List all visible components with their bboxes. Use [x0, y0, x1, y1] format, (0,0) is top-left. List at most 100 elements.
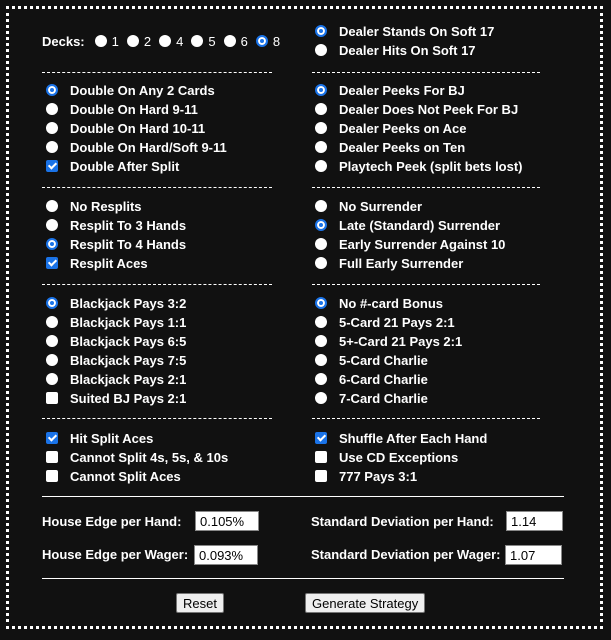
option-full-early-surrender[interactable]: Full Early Surrender	[315, 254, 463, 272]
option-no-surrender[interactable]: No Surrender	[315, 197, 422, 215]
radio-button[interactable]	[315, 392, 327, 404]
option-dealer-stands-on-soft-17[interactable]: Dealer Stands On Soft 17	[315, 22, 494, 40]
option-double-on-hard-soft-9-11[interactable]: Double On Hard/Soft 9-11	[46, 138, 227, 156]
radio-button[interactable]	[46, 297, 58, 309]
radio-button[interactable]	[315, 160, 327, 172]
radio-button[interactable]	[315, 200, 327, 212]
radio-button[interactable]	[46, 219, 58, 231]
option-double-on-hard-9-11[interactable]: Double On Hard 9-11	[46, 100, 198, 118]
option-blackjack-pays-1-1[interactable]: Blackjack Pays 1:1	[46, 313, 186, 331]
radio-button[interactable]	[315, 335, 327, 347]
option-double-on-any-2-cards[interactable]: Double On Any 2 Cards	[46, 81, 215, 99]
reset-button[interactable]: Reset	[176, 593, 224, 613]
option-playtech-peek-split-bets-lost[interactable]: Playtech Peek (split bets lost)	[315, 157, 523, 175]
radio-button[interactable]	[46, 141, 58, 153]
option-5-card-21-pays-2-1[interactable]: 5-Card 21 Pays 2:1	[315, 313, 455, 331]
option-cannot-split-aces[interactable]: Cannot Split Aces	[46, 467, 181, 485]
option-blackjack-pays-2-1[interactable]: Blackjack Pays 2:1	[46, 370, 186, 388]
radio-button[interactable]	[315, 122, 327, 134]
house-edge-wager-field[interactable]	[194, 545, 258, 565]
option-cannot-split-4s-5s-10s[interactable]: Cannot Split 4s, 5s, & 10s	[46, 448, 228, 466]
radio-button[interactable]	[46, 84, 58, 96]
option-resplit-to-4-hands[interactable]: Resplit To 4 Hands	[46, 235, 186, 253]
option-blackjack-pays-3-2[interactable]: Blackjack Pays 3:2	[46, 294, 186, 312]
checkbox[interactable]	[315, 451, 327, 463]
generate-strategy-button[interactable]: Generate Strategy	[305, 593, 426, 613]
option-double-after-split[interactable]: Double After Split	[46, 157, 179, 175]
radio-button[interactable]	[315, 297, 327, 309]
radio-button[interactable]	[315, 103, 327, 115]
option-label: Dealer Does Not Peek For BJ	[339, 101, 519, 117]
radio-button[interactable]	[315, 316, 327, 328]
option-6-card-charlie[interactable]: 6-Card Charlie	[315, 370, 428, 388]
option-777-pays-3-1[interactable]: 777 Pays 3:1	[315, 467, 417, 485]
option-dealer-peeks-on-ace[interactable]: Dealer Peeks on Ace	[315, 119, 466, 137]
option-label: Double After Split	[70, 158, 180, 174]
divider	[42, 578, 564, 579]
radio-button[interactable]	[46, 238, 58, 250]
option-blackjack-pays-7-5[interactable]: Blackjack Pays 7:5	[46, 351, 186, 369]
radio-button[interactable]	[315, 219, 327, 231]
radio-button[interactable]	[315, 354, 327, 366]
deck-option-4[interactable]: 4	[151, 34, 183, 49]
checkbox[interactable]	[46, 257, 58, 269]
std-dev-hand-field[interactable]	[506, 511, 563, 531]
checkbox[interactable]	[46, 392, 58, 404]
deck-option-2[interactable]: 2	[119, 34, 151, 49]
option-dealer-peeks-for-bj[interactable]: Dealer Peeks For BJ	[315, 81, 465, 99]
std-dev-wager-field[interactable]	[505, 545, 562, 565]
checkbox[interactable]	[46, 451, 58, 463]
checkbox[interactable]	[315, 470, 327, 482]
radio-button[interactable]	[315, 84, 327, 96]
checkbox[interactable]	[46, 432, 58, 444]
checkbox[interactable]	[46, 160, 58, 172]
radio-button[interactable]	[159, 35, 172, 47]
deck-option-label: 2	[143, 33, 152, 49]
option-dealer-hits-on-soft-17[interactable]: Dealer Hits On Soft 17	[315, 41, 476, 59]
radio-button[interactable]	[46, 354, 58, 366]
option-dealer-peeks-on-ten[interactable]: Dealer Peeks on Ten	[315, 138, 465, 156]
checkbox[interactable]	[46, 470, 58, 482]
radio-button[interactable]	[46, 103, 58, 115]
radio-button[interactable]	[46, 335, 58, 347]
option-blackjack-pays-6-5[interactable]: Blackjack Pays 6:5	[46, 332, 186, 350]
radio-button[interactable]	[315, 238, 327, 250]
option-7-card-charlie[interactable]: 7-Card Charlie	[315, 389, 428, 407]
option-late-standard-surrender[interactable]: Late (Standard) Surrender	[315, 216, 500, 234]
radio-button[interactable]	[315, 373, 327, 385]
radio-button[interactable]	[315, 25, 327, 37]
radio-button[interactable]	[46, 373, 58, 385]
radio-button[interactable]	[126, 35, 139, 47]
radio-button[interactable]	[223, 35, 236, 47]
option-label: Resplit Aces	[70, 255, 148, 271]
option-shuffle-after-each-hand[interactable]: Shuffle After Each Hand	[315, 429, 487, 447]
radio-button[interactable]	[191, 35, 204, 47]
deck-option-5[interactable]: 5	[183, 34, 216, 49]
option-early-surrender-against-10[interactable]: Early Surrender Against 10	[315, 235, 505, 253]
radio-button[interactable]	[46, 122, 58, 134]
radio-button[interactable]	[315, 257, 327, 269]
option-resplit-aces[interactable]: Resplit Aces	[46, 254, 148, 272]
radio-button[interactable]	[46, 316, 58, 328]
option-dealer-does-not-peek-for-bj[interactable]: Dealer Does Not Peek For BJ	[315, 100, 518, 118]
radio-button[interactable]	[315, 44, 327, 56]
divider	[42, 496, 564, 497]
radio-button[interactable]	[94, 35, 107, 47]
option-hit-split-aces[interactable]: Hit Split Aces	[46, 429, 153, 447]
deck-option-1[interactable]: 1	[87, 34, 119, 49]
deck-option-8[interactable]: 8	[248, 34, 280, 49]
option-resplit-to-3-hands[interactable]: Resplit To 3 Hands	[46, 216, 186, 234]
radio-button[interactable]	[255, 35, 268, 47]
house-edge-hand-field[interactable]	[195, 511, 259, 531]
radio-button[interactable]	[46, 200, 58, 212]
option-5-card-21-pays-2-1[interactable]: 5+-Card 21 Pays 2:1	[315, 332, 462, 350]
option-double-on-hard-10-11[interactable]: Double On Hard 10-11	[46, 119, 205, 137]
option-no-card-bonus[interactable]: No #-card Bonus	[315, 294, 443, 312]
checkbox[interactable]	[315, 432, 327, 444]
option-use-cd-exceptions[interactable]: Use CD Exceptions	[315, 448, 458, 466]
radio-button[interactable]	[315, 141, 327, 153]
deck-option-6[interactable]: 6	[216, 34, 248, 49]
option-suited-bj-pays-2-1[interactable]: Suited BJ Pays 2:1	[46, 389, 186, 407]
option-no-resplits[interactable]: No Resplits	[46, 197, 142, 215]
option-5-card-charlie[interactable]: 5-Card Charlie	[315, 351, 428, 369]
